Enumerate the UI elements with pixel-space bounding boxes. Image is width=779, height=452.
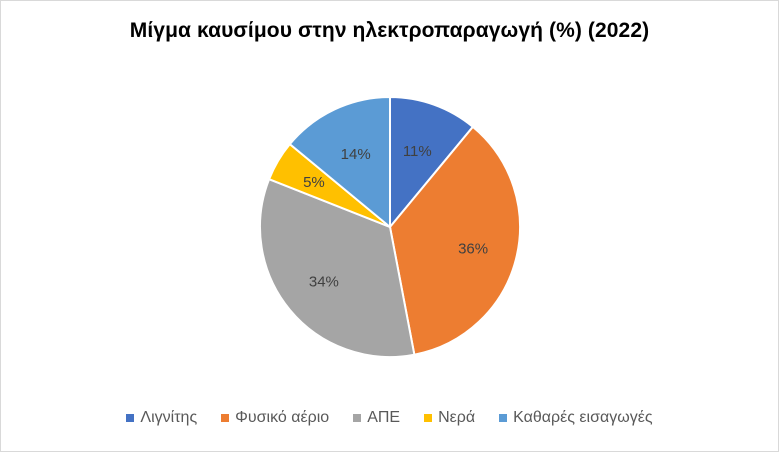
data-label-lignite: 11% (403, 143, 432, 160)
legend-label: Νερά (438, 409, 476, 426)
legend: Λιγνίτης Φυσικό αέριο ΑΠΕ Νερά Καθαρές ε… (1, 409, 778, 427)
legend-swatch (424, 414, 433, 422)
legend-item-hydro: Νερά (424, 409, 475, 427)
legend-label: Φυσικό αέριο (235, 409, 330, 426)
pie-chart: 11% 36% 34% 5% 14% (259, 95, 521, 358)
legend-swatch (353, 414, 362, 422)
legend-label: Καθαρές εισαγωγές (513, 409, 653, 426)
pie-slice-natural-gas (388, 125, 521, 356)
legend-swatch (499, 414, 508, 422)
data-label-natural-gas: 36% (458, 240, 488, 257)
legend-label: Λιγνίτης (140, 409, 198, 426)
data-label-hydro: 5% (303, 174, 325, 191)
pie-slice-lignite (389, 95, 475, 230)
legend-item-lignite: Λιγνίτης (126, 409, 197, 427)
pie-slice-net-imports (288, 95, 391, 230)
legend-label: ΑΠΕ (367, 409, 401, 426)
legend-item-net-imports: Καθαρές εισαγωγές (499, 409, 653, 427)
pie-slice-renewables (259, 177, 416, 358)
chart-title: Μίγμα καυσίμου στην ηλεκτροπαραγωγή (%) … (129, 19, 650, 42)
legend-swatch (126, 414, 135, 422)
data-label-net-imports: 14% (341, 146, 371, 163)
legend-item-renewables: ΑΠΕ (353, 409, 400, 427)
legend-swatch (221, 414, 230, 422)
legend-item-natural-gas: Φυσικό αέριο (221, 409, 329, 427)
data-label-renewables: 34% (309, 274, 339, 291)
